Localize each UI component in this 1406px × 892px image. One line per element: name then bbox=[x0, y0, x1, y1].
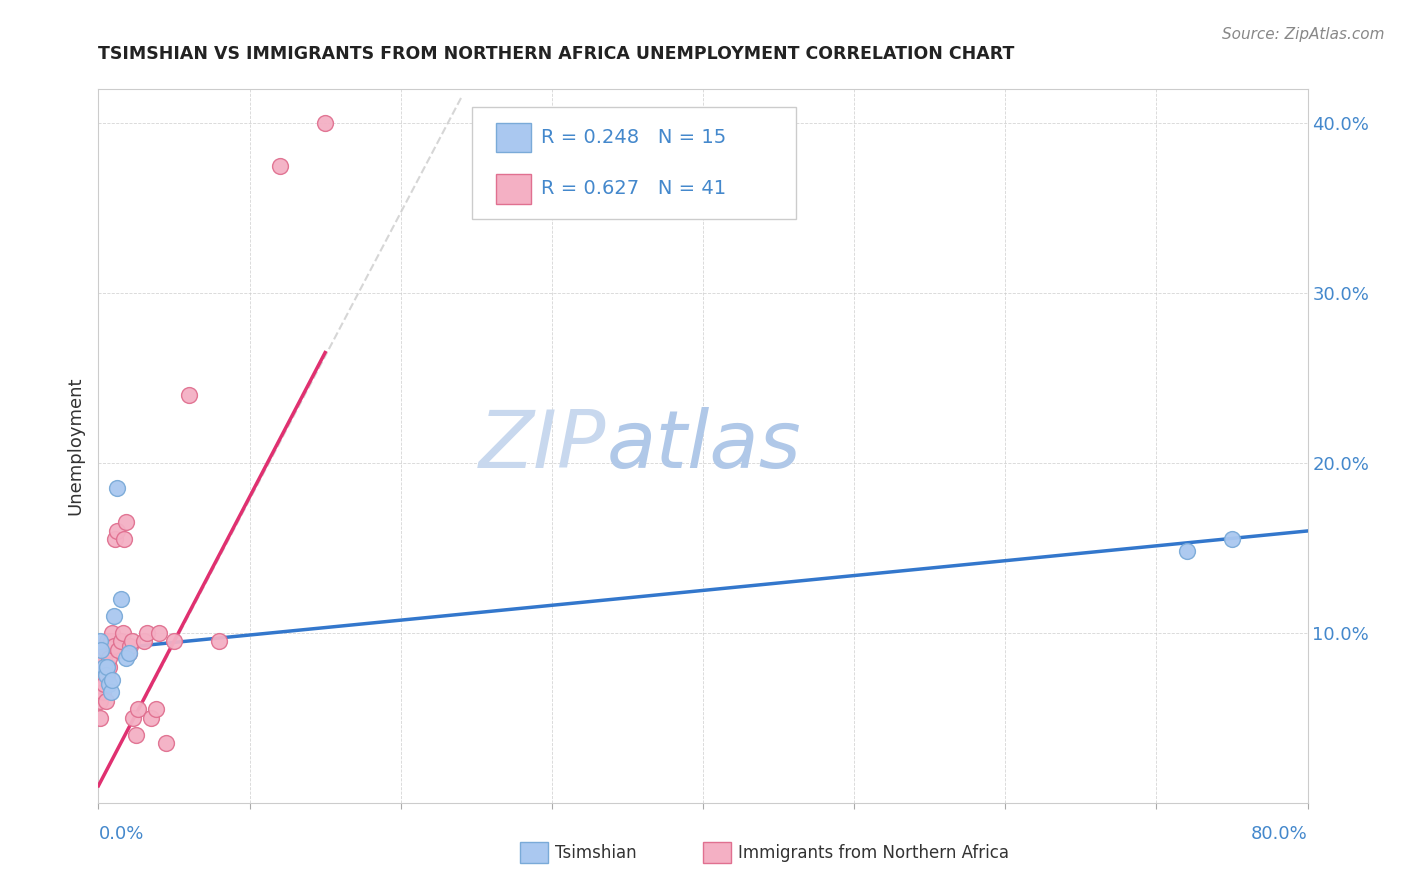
Point bbox=[104, 533, 127, 547]
Point bbox=[105, 482, 128, 496]
Point bbox=[125, 728, 148, 742]
Point bbox=[1175, 544, 1198, 558]
Text: R = 0.248   N = 15: R = 0.248 N = 15 bbox=[541, 128, 727, 146]
Point bbox=[89, 634, 111, 648]
Point bbox=[1220, 533, 1243, 547]
Text: atlas: atlas bbox=[606, 407, 801, 485]
Text: Source: ZipAtlas.com: Source: ZipAtlas.com bbox=[1222, 27, 1385, 42]
Point bbox=[94, 643, 117, 657]
Point bbox=[111, 626, 134, 640]
Text: 80.0%: 80.0% bbox=[1251, 825, 1308, 843]
Point bbox=[94, 694, 117, 708]
Point bbox=[145, 702, 167, 716]
Y-axis label: Unemployment: Unemployment bbox=[66, 376, 84, 516]
Point bbox=[127, 702, 149, 716]
Text: TSIMSHIAN VS IMMIGRANTS FROM NORTHERN AFRICA UNEMPLOYMENT CORRELATION CHART: TSIMSHIAN VS IMMIGRANTS FROM NORTHERN AF… bbox=[98, 45, 1015, 62]
Text: R = 0.627   N = 41: R = 0.627 N = 41 bbox=[541, 179, 727, 198]
Point bbox=[93, 677, 115, 691]
Text: 0.0%: 0.0% bbox=[98, 825, 143, 843]
Point bbox=[89, 711, 111, 725]
Point bbox=[118, 646, 141, 660]
Point bbox=[110, 634, 132, 648]
Point bbox=[90, 677, 112, 691]
Point bbox=[90, 643, 112, 657]
Text: Immigrants from Northern Africa: Immigrants from Northern Africa bbox=[738, 844, 1010, 862]
Text: ZIP: ZIP bbox=[479, 407, 606, 485]
Point bbox=[93, 660, 115, 674]
Point bbox=[98, 660, 121, 674]
Point bbox=[148, 626, 170, 640]
Point bbox=[96, 634, 118, 648]
Point bbox=[107, 643, 129, 657]
Point bbox=[89, 694, 111, 708]
Point bbox=[120, 640, 142, 654]
Text: Tsimshian: Tsimshian bbox=[555, 844, 637, 862]
Point bbox=[103, 608, 125, 623]
Point bbox=[114, 516, 136, 530]
Point bbox=[96, 668, 118, 682]
Point bbox=[132, 634, 155, 648]
Point bbox=[314, 116, 336, 130]
Point bbox=[118, 646, 141, 660]
Point bbox=[163, 634, 186, 648]
Point bbox=[103, 640, 125, 654]
Point bbox=[208, 634, 231, 648]
Point bbox=[100, 634, 122, 648]
Point bbox=[110, 591, 132, 606]
Point bbox=[112, 533, 135, 547]
Point bbox=[101, 626, 124, 640]
Point bbox=[90, 660, 112, 674]
Point bbox=[93, 651, 115, 665]
Point bbox=[91, 668, 114, 682]
Point bbox=[122, 711, 145, 725]
Point bbox=[141, 711, 163, 725]
Point bbox=[91, 685, 114, 699]
Point bbox=[105, 524, 128, 538]
Point bbox=[155, 736, 177, 750]
Point bbox=[135, 626, 157, 640]
Point bbox=[269, 159, 291, 173]
Point bbox=[98, 651, 121, 665]
Point bbox=[101, 673, 124, 688]
Point bbox=[98, 677, 121, 691]
Point bbox=[114, 651, 136, 665]
Point bbox=[94, 668, 117, 682]
Point bbox=[179, 388, 201, 402]
Point bbox=[96, 660, 118, 674]
Point bbox=[121, 634, 143, 648]
Point bbox=[100, 685, 122, 699]
